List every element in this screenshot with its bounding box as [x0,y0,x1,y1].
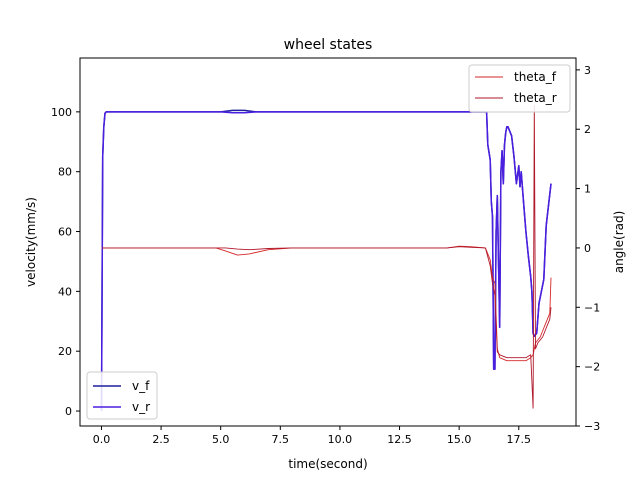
y-right-tick-label: −1 [584,301,600,314]
plot-frame [79,57,577,427]
y-left-tick-label: 80 [58,166,72,179]
x-tick-label: 5.0 [212,433,230,446]
y-axis-right-label: angle(rad) [612,211,626,274]
plot-lines [100,105,552,412]
y-left-tick-label: 100 [51,106,72,119]
y-axis-left-ticks: 0 20 40 60 80 100 [51,106,80,418]
legend-velocity: v_f v_r [86,371,158,420]
y-left-tick-label: 20 [58,345,72,358]
y-right-tick-label: 3 [584,64,591,77]
y-right-tick-label: −3 [584,420,600,433]
y-left-tick-label: 60 [58,226,72,239]
x-axis-ticks: 0.0 2.5 5.0 7.5 10.0 12.5 15.0 17.5 [93,426,531,446]
y-right-tick-label: 1 [584,183,591,196]
series-line-theta-r [101,105,552,409]
chart-title: wheel states [284,37,373,53]
y-left-tick-label: 0 [65,405,72,418]
y-right-tick-label: −2 [584,361,600,374]
x-tick-label: 7.5 [272,433,290,446]
x-tick-label: 15.0 [447,433,472,446]
x-tick-label: 12.5 [387,433,412,446]
y-axis-left-label: velocity(mm/s) [24,197,38,287]
x-tick-label: 0.0 [93,433,111,446]
legend-label-theta-r: theta_r [514,91,557,105]
legend-label-v-r: v_r [132,400,150,414]
y-right-tick-label: 2 [584,123,591,136]
series-line-v-r [100,111,552,412]
series-line-theta-f [101,245,552,362]
legend-angle: theta_f theta_r [468,64,571,113]
series-line-v-f [100,109,552,412]
legend-label-v-f: v_f [132,379,150,393]
y-right-tick-label: 0 [584,242,591,255]
y-left-tick-label: 40 [58,285,72,298]
x-tick-label: 10.0 [328,433,353,446]
legend-label-theta-f: theta_f [514,70,557,84]
x-tick-label: 17.5 [507,433,532,446]
x-tick-label: 2.5 [152,433,170,446]
x-axis-label: time(second) [288,457,367,471]
y-axis-right-ticks: −3 −2 −1 0 1 2 3 [576,64,600,433]
